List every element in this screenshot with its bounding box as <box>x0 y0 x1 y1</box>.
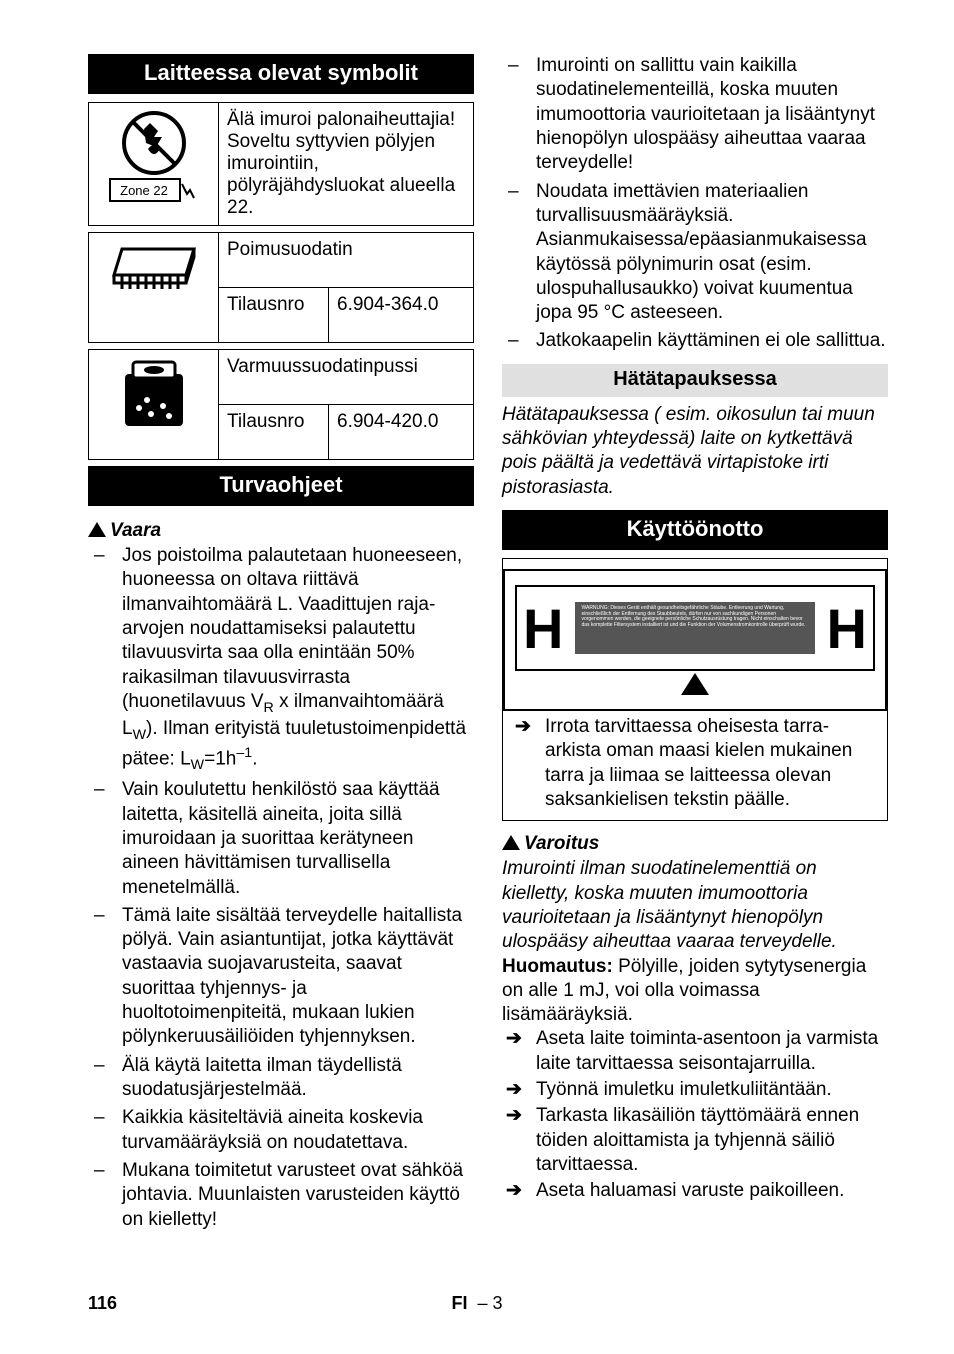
safety-bullet-4: Älä käytä laitetta ilman täydellistä suo… <box>88 1054 474 1103</box>
filter-table-2: Varmuussuodatinpussi Tilausnro 6.904-420… <box>88 349 474 460</box>
setup-steps: Aseta laite toiminta-asentoon ja varmist… <box>502 1027 888 1205</box>
page-number: 116 <box>88 1293 117 1314</box>
footer-subpage: – 3 <box>477 1293 502 1313</box>
caution-heading: Varoitus <box>502 833 888 855</box>
safety-bullet-8: Noudata imettävien materiaalien turvalli… <box>502 180 888 326</box>
warning-triangle-icon <box>502 835 520 850</box>
setup-step-3: Tarkasta likasäiliön täyttömäärä ennen t… <box>502 1104 888 1177</box>
filter2-value: 6.904-420.0 <box>329 405 474 460</box>
filter-table-1: Poimusuodatin Tilausnro 6.904-364.0 <box>88 232 474 343</box>
diagram-letter-h-left: H <box>517 596 569 661</box>
diagram-letter-h-right: H <box>821 596 873 661</box>
zone-label: Zone 22 <box>120 183 168 198</box>
sticker-diagram: H WARNUNG: Dieses Gerät enthält gesundhe… <box>503 569 887 711</box>
caution-body: Imurointi ilman suodatinelementtiä on ki… <box>502 857 888 954</box>
filter1-label: Tilausnro <box>219 288 329 343</box>
section-heading-commissioning: Käyttöönotto <box>502 510 888 550</box>
diagram-up-arrow-icon <box>681 673 709 695</box>
safety-bullet-9: Jatkokaapelin käyttäminen ei ole sallitt… <box>502 329 888 353</box>
no-fire-icon-cell: Zone 22 <box>89 103 219 226</box>
safety-bullet-3: Tämä laite sisältää terveydelle haitalli… <box>88 904 474 1050</box>
safety-bag-icon-cell <box>89 350 219 460</box>
warning-triangle-icon <box>88 522 106 537</box>
filter2-label: Tilausnro <box>219 405 329 460</box>
subsection-emergency: Hätätapauksessa <box>502 364 888 397</box>
safety-bullets-cont: Imurointi on sallittu vain kaikilla suod… <box>502 54 888 358</box>
setup-step-2: Työnnä imuletku imuletkuliitäntään. <box>502 1078 888 1102</box>
footer-lang: FI <box>451 1293 467 1313</box>
filter1-value: 6.904-364.0 <box>329 288 474 343</box>
safety-bullet-2: Vain koulutettu henkilöstö saa käyttää l… <box>88 778 474 900</box>
warning-box-table: Zone 22 Älä imuroi palonaiheuttajia! Sov… <box>88 102 474 226</box>
page-footer: 116 FI – 3 <box>88 1275 888 1314</box>
setup-step-1: Aseta laite toiminta-asentoon ja varmist… <box>502 1027 888 1076</box>
section-heading-safety: Turvaohjeet <box>88 466 474 506</box>
warning-box-text: Älä imuroi palonaiheuttajia! Soveltu syt… <box>219 103 474 226</box>
safety-bullet-1: Jos poistoilma palautetaan huoneeseen, h… <box>88 544 474 774</box>
filter1-header: Poimusuodatin <box>219 233 474 288</box>
safety-bullet-6: Mukana toimitetut varusteet ovat sähköä … <box>88 1159 474 1232</box>
setup-step-4: Aseta haluamasi varuste paikoilleen. <box>502 1179 888 1203</box>
danger-heading: Vaara <box>88 520 474 542</box>
safety-bullet-7: Imurointi on sallittu vain kaikilla suod… <box>502 54 888 176</box>
note-body: Huomautus: Pölyille, joiden sytytysenerg… <box>502 955 888 1028</box>
section-heading-symbols: Laitteessa olevat symbolit <box>88 54 474 94</box>
filter2-header: Varmuussuodatinpussi <box>219 350 474 405</box>
flat-filter-icon-cell <box>89 233 219 343</box>
diagram-instruction: Irrota tarvittaessa oheisesta tarra-arki… <box>511 715 879 812</box>
safety-bullet-5: Kaikkia käsiteltäviä aineita koskevia tu… <box>88 1106 474 1155</box>
safety-bag-icon <box>119 356 189 432</box>
flat-filter-icon <box>106 239 202 299</box>
no-fire-zone22-icon: Zone 22 <box>108 109 200 205</box>
diagram-german-label: WARNUNG: Dieses Gerät enthält gesundheit… <box>575 602 814 654</box>
safety-bullets: Jos poistoilma palautetaan huoneeseen, h… <box>88 544 474 1236</box>
emergency-body: Hätätapauksessa ( esim. oikosulun tai mu… <box>502 403 888 500</box>
sticker-diagram-block: H WARNUNG: Dieses Gerät enthält gesundhe… <box>502 558 888 821</box>
